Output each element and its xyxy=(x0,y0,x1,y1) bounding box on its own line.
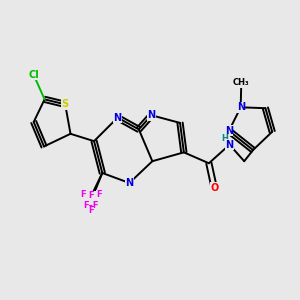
Text: N: N xyxy=(225,140,234,150)
Text: O: O xyxy=(210,183,218,193)
Text: N: N xyxy=(125,178,134,188)
Text: Cl: Cl xyxy=(28,70,39,80)
Text: N: N xyxy=(113,112,122,123)
Text: N: N xyxy=(225,126,233,136)
Text: N: N xyxy=(237,102,245,112)
Text: H: H xyxy=(221,134,228,143)
Text: N: N xyxy=(147,110,155,120)
Text: CH₃: CH₃ xyxy=(233,78,250,87)
Text: F: F xyxy=(81,190,86,199)
Text: S: S xyxy=(61,99,69,110)
Text: F: F xyxy=(88,206,94,215)
Text: F
F–F: F F–F xyxy=(83,191,99,210)
Text: F: F xyxy=(96,190,102,199)
